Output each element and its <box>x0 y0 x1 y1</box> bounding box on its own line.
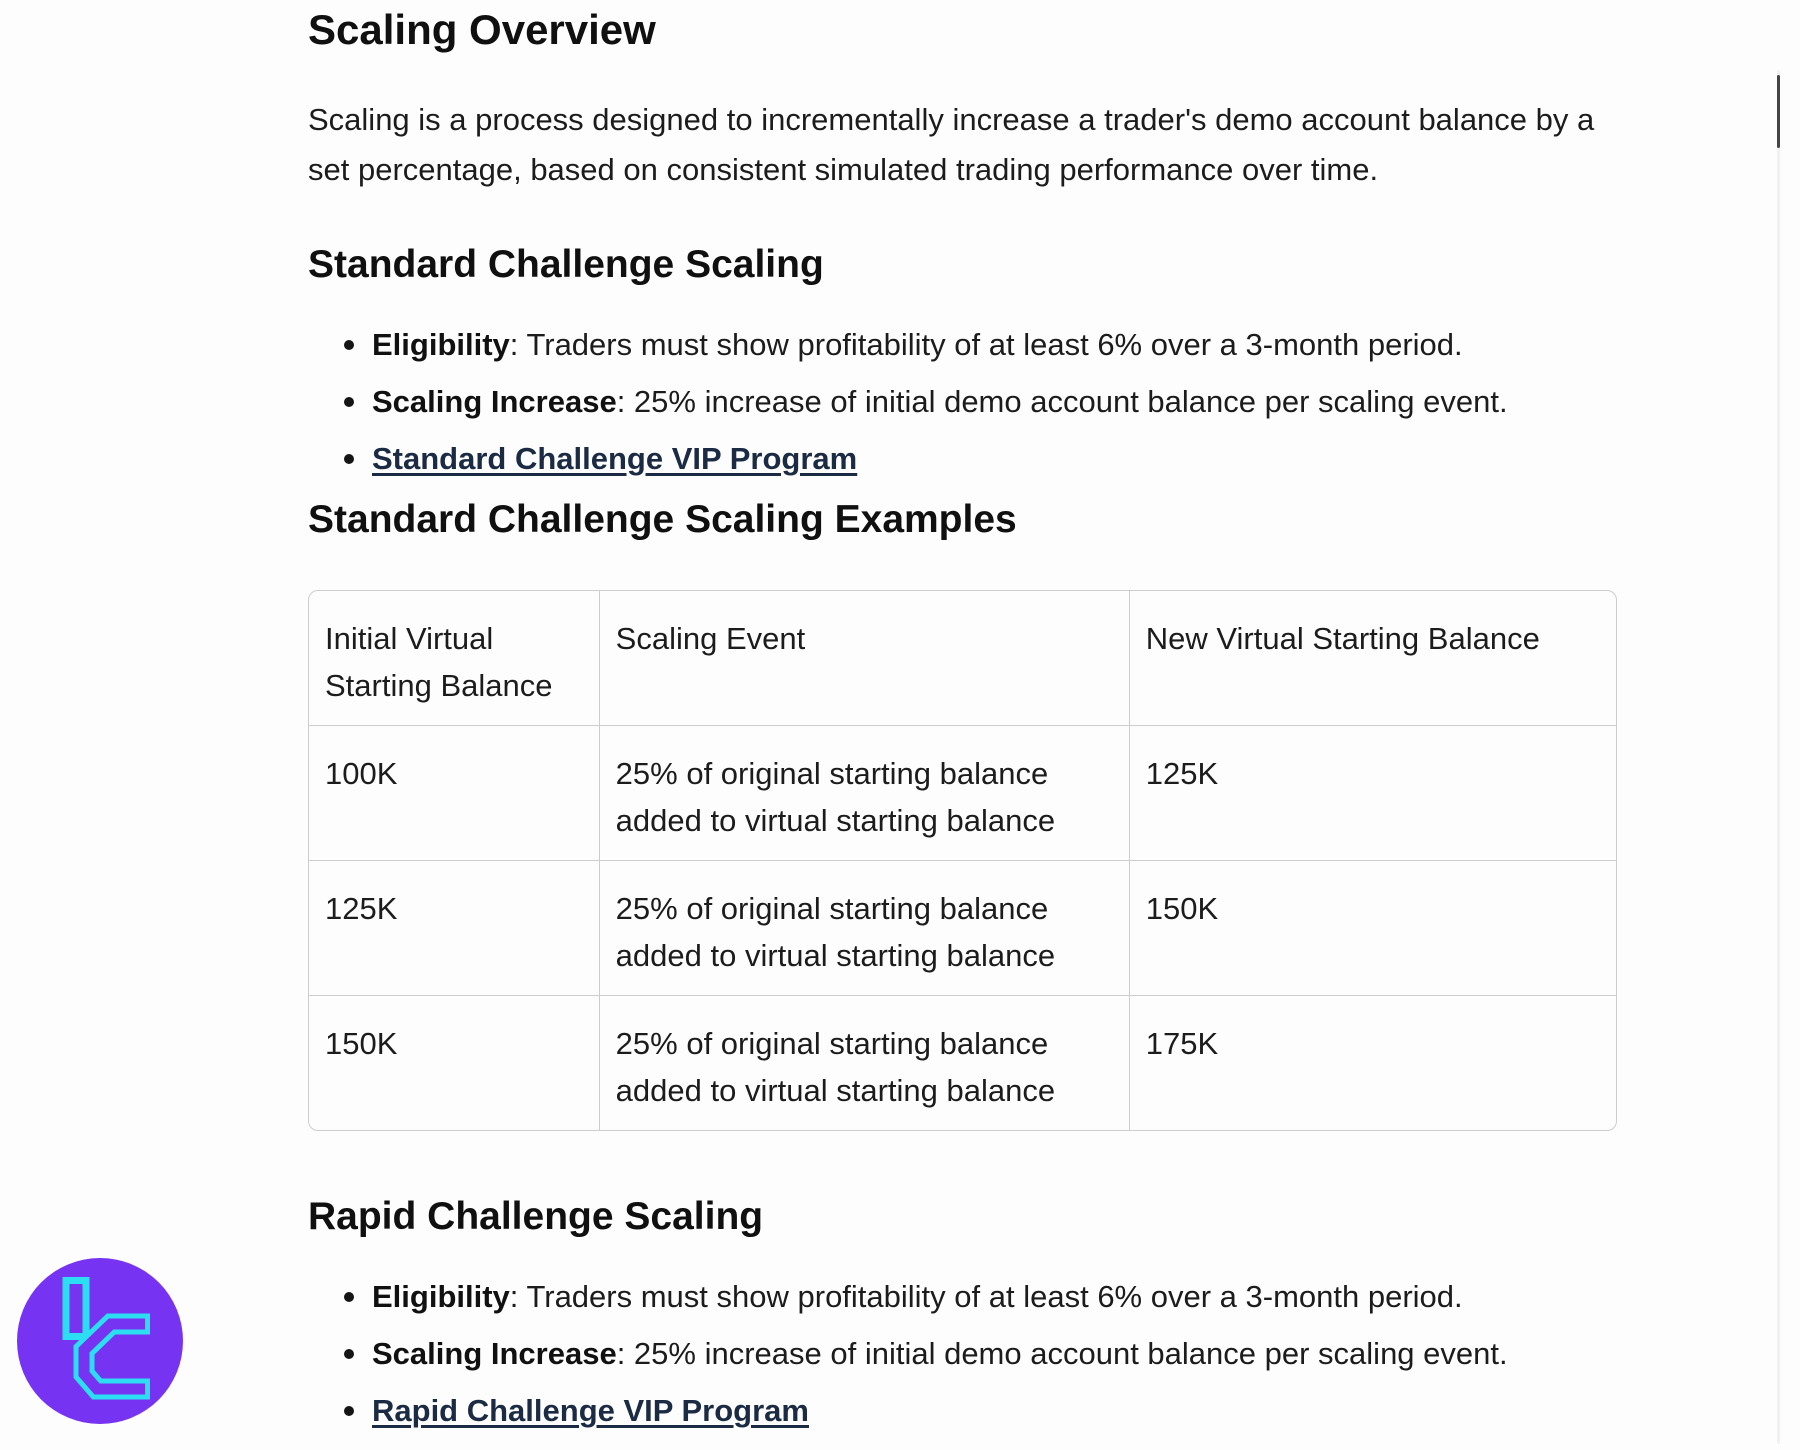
table-cell: 125K <box>309 860 599 995</box>
overview-paragraph: Scaling is a process designed to increme… <box>308 102 1595 188</box>
table-cell: 25% of original starting balance added t… <box>598 860 1129 996</box>
scrollbar-thumb[interactable] <box>1777 75 1780 148</box>
scrollbar-track[interactable] <box>1777 70 1780 1444</box>
list-item: Rapid Challenge VIP Program <box>308 1393 1638 1429</box>
table-cell: 25% of original starting balance added t… <box>598 995 1129 1131</box>
list-item: Eligibility: Traders must show profitabi… <box>308 1279 1638 1315</box>
table-cell: 100K <box>309 725 599 860</box>
bullet-text: : 25% increase of initial demo account b… <box>616 383 1508 419</box>
bullet-label: Eligibility <box>372 1279 510 1315</box>
bullet-text: : Traders must show profitability of at … <box>509 1279 1463 1315</box>
rapid-scaling-list: Eligibility: Traders must show profitabi… <box>308 1279 1638 1429</box>
table-row: 150K 25% of original starting balance ad… <box>309 995 1616 1131</box>
section-heading-rapid-challenge-scaling: Rapid Challenge Scaling <box>308 1195 764 1239</box>
bullet-text: : Traders must show profitability of at … <box>509 326 1463 362</box>
table-cell: 150K <box>309 995 599 1130</box>
table-row: 100K 25% of original starting balance ad… <box>309 725 1616 861</box>
section-heading-standard-challenge-scaling: Standard Challenge Scaling <box>308 243 824 287</box>
bullet-text: : 25% increase of initial demo account b… <box>616 1336 1508 1372</box>
list-item: Eligibility: Traders must show profitabi… <box>308 327 1638 363</box>
rapid-vip-program-link[interactable]: Rapid Challenge VIP Program <box>372 1393 809 1429</box>
table-cell: 175K <box>1128 995 1616 1131</box>
brand-logo-icon <box>17 1258 183 1424</box>
table-cell: 150K <box>1128 860 1616 996</box>
article-content: Scaling Overview Scaling is a process de… <box>308 0 1638 1450</box>
table-cell: 125K <box>1128 725 1616 861</box>
table-header-row: Initial Virtual Starting Balance Scaling… <box>309 591 1616 726</box>
list-item: Standard Challenge VIP Program <box>308 441 1638 477</box>
bullet-label: Scaling Increase <box>372 1336 617 1372</box>
brand-logo <box>17 1258 183 1424</box>
standard-vip-program-link[interactable]: Standard Challenge VIP Program <box>372 440 858 476</box>
scaling-examples-table: Initial Virtual Starting Balance Scaling… <box>308 590 1617 1132</box>
list-item: Scaling Increase: 25% increase of initia… <box>308 1336 1638 1372</box>
list-item: Scaling Increase: 25% increase of initia… <box>308 384 1638 420</box>
bullet-label: Scaling Increase <box>372 383 617 419</box>
table-cell: 25% of original starting balance added t… <box>598 725 1129 861</box>
table-header-cell: Initial Virtual Starting Balance <box>325 621 553 704</box>
table-header-cell: New Virtual Starting Balance <box>1128 591 1616 726</box>
bullet-label: Eligibility <box>372 326 510 362</box>
page-title: Scaling Overview <box>308 6 656 53</box>
table-row: 125K 25% of original starting balance ad… <box>309 860 1616 996</box>
standard-scaling-list: Eligibility: Traders must show profitabi… <box>308 327 1638 477</box>
section-heading-scaling-examples: Standard Challenge Scaling Examples <box>308 497 1017 541</box>
table-header-cell: Scaling Event <box>598 591 1129 726</box>
